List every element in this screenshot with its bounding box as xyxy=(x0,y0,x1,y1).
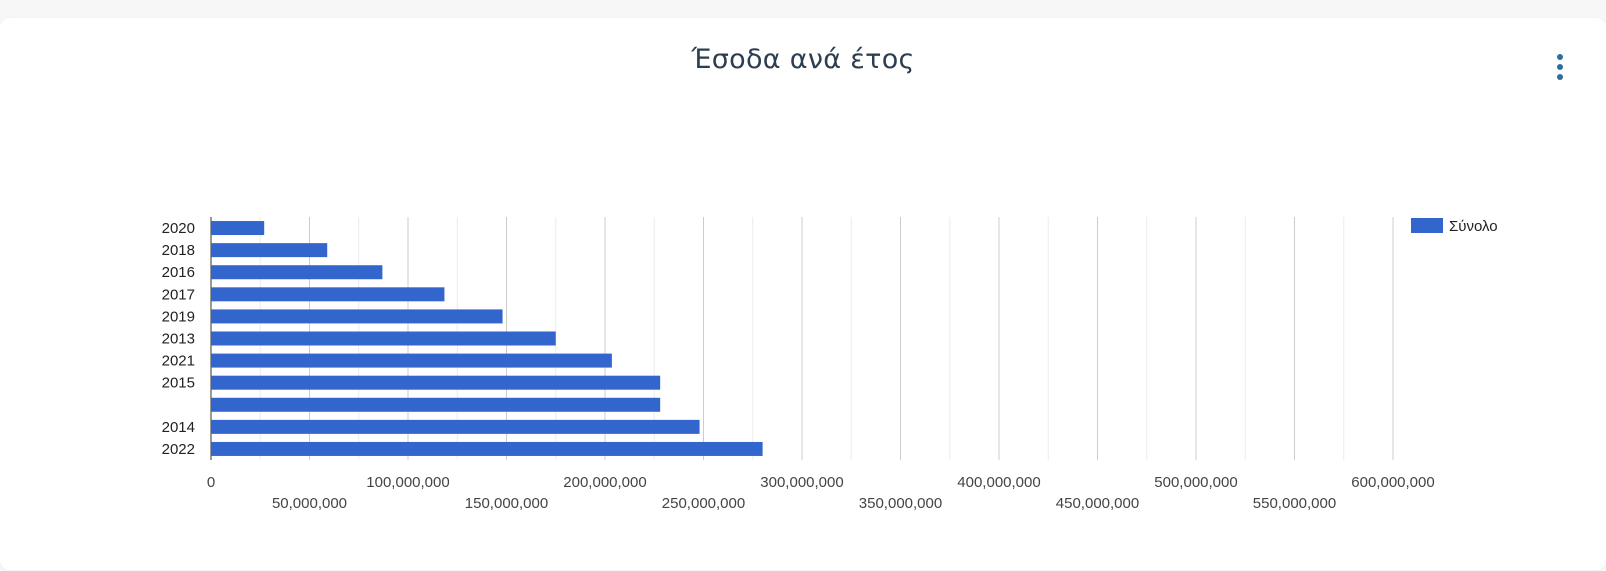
x-tick-label: 350,000,000 xyxy=(859,495,942,512)
y-tick-label: 2022 xyxy=(162,441,195,458)
bar[interactable] xyxy=(211,397,661,412)
chart-bars xyxy=(211,221,763,456)
y-axis-labels: 2020 2018 2016 2017 2019 2013 2021 2015 2014 2022 xyxy=(162,220,195,458)
x-tick-label: 200,000,000 xyxy=(563,474,646,491)
bar[interactable] xyxy=(211,221,265,236)
x-tick-label: 150,000,000 xyxy=(465,495,548,512)
bar[interactable] xyxy=(211,309,503,324)
bar[interactable] xyxy=(211,419,700,434)
chart-grid xyxy=(210,217,1394,460)
y-tick-label: 2016 xyxy=(162,264,195,281)
x-tick-label: 250,000,000 xyxy=(662,495,745,512)
x-tick-label: 600,000,000 xyxy=(1351,474,1434,491)
x-tick-label: 450,000,000 xyxy=(1056,495,1139,512)
chart-legend: Σύνολο xyxy=(1411,218,1498,235)
more-vert-icon[interactable] xyxy=(1548,50,1572,84)
chart-title: Έσοδα ανά έτος xyxy=(691,44,915,75)
bar[interactable] xyxy=(211,375,661,390)
x-tick-label: 0 xyxy=(207,474,215,491)
bar[interactable] xyxy=(211,441,763,456)
bar[interactable] xyxy=(211,353,612,368)
x-tick-label: 550,000,000 xyxy=(1253,495,1336,512)
bar[interactable] xyxy=(211,243,328,258)
bar[interactable] xyxy=(211,265,383,280)
legend-swatch xyxy=(1411,218,1443,233)
y-tick-label: 2021 xyxy=(162,353,195,370)
y-tick-label: 2019 xyxy=(162,308,195,325)
x-tick-label: 500,000,000 xyxy=(1154,474,1237,491)
y-tick-label: 2018 xyxy=(162,242,195,259)
y-tick-label: 2017 xyxy=(162,286,195,303)
y-tick-label: 2014 xyxy=(162,419,195,436)
x-tick-label: 100,000,000 xyxy=(366,474,449,491)
y-tick-label: 2020 xyxy=(162,220,195,237)
bar[interactable] xyxy=(211,331,556,346)
y-tick-label: 2013 xyxy=(162,331,195,348)
x-tick-label: 300,000,000 xyxy=(760,474,843,491)
x-tick-label: 400,000,000 xyxy=(957,474,1040,491)
legend-label: Σύνολο xyxy=(1449,218,1498,235)
x-tick-label: 50,000,000 xyxy=(272,495,347,512)
y-tick-label: 2015 xyxy=(162,375,195,392)
bar[interactable] xyxy=(211,287,445,302)
x-axis-labels: 0 50,000,000 100,000,000 150,000,000 200,000… xyxy=(207,474,1435,512)
